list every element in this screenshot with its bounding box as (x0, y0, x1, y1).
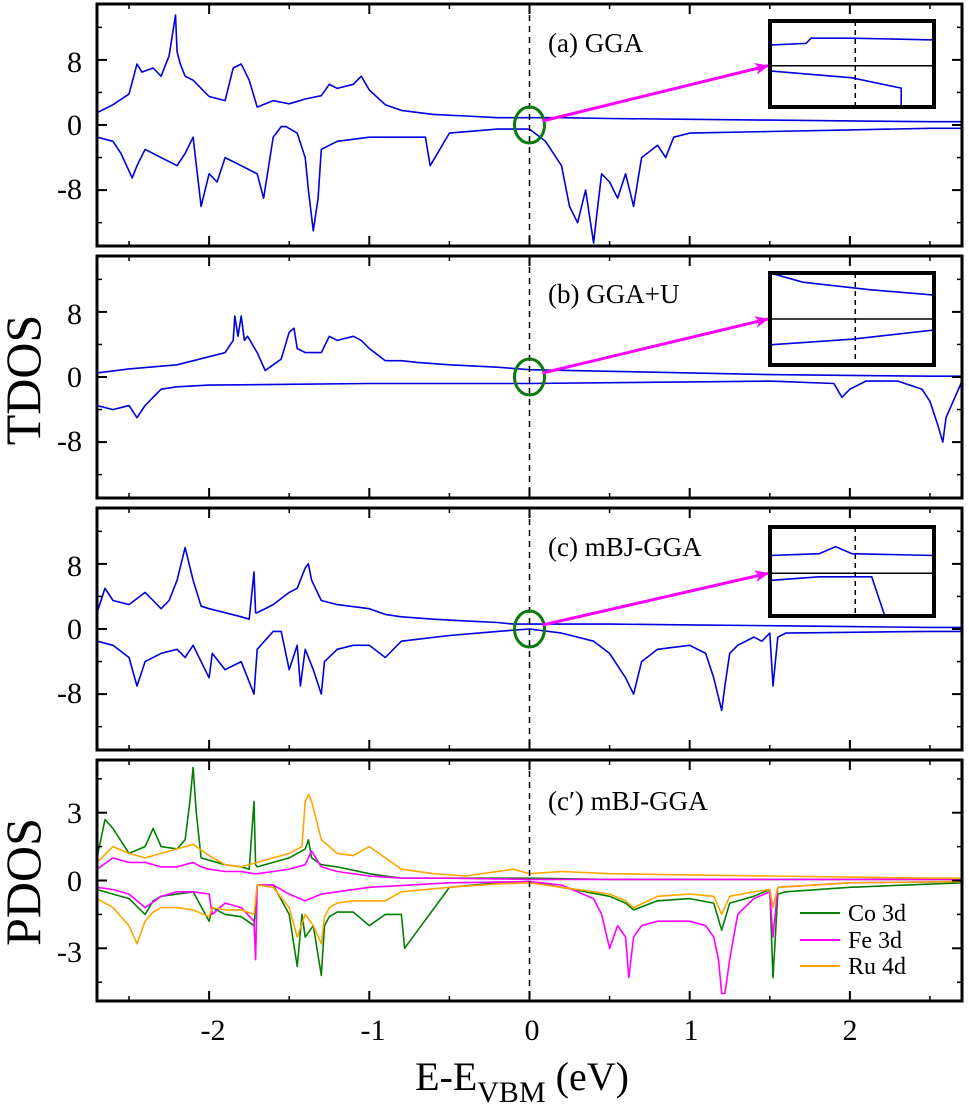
panel-0-inset-curve-1 (769, 70, 903, 107)
panel-2-inset-curve-0 (769, 545, 935, 557)
panel-1-zoom-arrow (542, 316, 769, 375)
pdos-legend: Co 3d Fe 3d Ru 4d (800, 901, 906, 980)
xtick-0: 0 (525, 1014, 540, 1047)
tdos-ylabel: TDOS (0, 315, 51, 446)
xtick-2: 2 (843, 1014, 858, 1047)
panel-a-ytick-8: 8 (67, 46, 82, 79)
panel-1-series-1 (97, 380, 962, 443)
x-axis-label-sub: VBM (477, 1076, 545, 1109)
panel-c-ytick-0: 0 (67, 613, 82, 646)
panel-c-yticks: 8 0 -8 (57, 550, 82, 710)
panel-0-fermi-circle (513, 105, 546, 145)
panel-1-marks (95, 254, 964, 500)
panel-d-yticks: 3 0 -3 (57, 797, 82, 969)
panel-0-marks (95, 2, 964, 248)
panel-3-marks (95, 758, 964, 1003)
legend-label-fe3d: Fe 3d (848, 928, 902, 954)
panel-d-annotation: (c′) mBJ-GGA (548, 786, 708, 816)
panel-a-ytick-0: 0 (67, 109, 82, 142)
pdos-ylabel: PDOS (0, 818, 51, 946)
panel-2-inset-frame (768, 525, 936, 618)
panel-2-inset-bg (770, 527, 934, 616)
panel-2-marks (95, 506, 964, 752)
panel-2-series-1 (97, 628, 962, 712)
panel-a-yticks: 8 0 -8 (57, 46, 82, 206)
panel-d-ytick-0: 0 (67, 865, 82, 898)
panel-3-series-group (97, 766, 962, 995)
panel-0-series-group (97, 14, 962, 244)
xtick-minus2: -2 (201, 1014, 226, 1047)
panel-a-ytick-minus8: -8 (57, 173, 82, 206)
panel-c-prime-pdos: (c′) mBJ-GGA 3 0 -3 Co 3d Fe 3d Ru 4d (57, 786, 906, 980)
legend-label-ru4d: Ru 4d (848, 954, 906, 980)
panel-3-series-5 (97, 880, 962, 945)
panel-a-annotation: (a) GGA (548, 28, 644, 58)
panel-0-series-0 (97, 14, 962, 123)
panel-b-ytick-minus8: -8 (57, 425, 82, 458)
x-tick-labels: -2 -1 0 1 2 (201, 1014, 858, 1047)
panel-2-inset (768, 525, 936, 618)
x-axis-label-tail: (eV) (546, 1054, 629, 1099)
panel-2-inset-curve-1 (769, 575, 886, 617)
x-axis-label-main: E-E (415, 1054, 477, 1099)
panel-1-inset-curve-1 (769, 329, 935, 346)
panel-b-gga-u: (b) GGA+U 8 0 -8 (57, 279, 679, 458)
panel-b-yticks: 8 0 -8 (57, 298, 82, 458)
panel-0-frame (95, 2, 964, 248)
panel-c-mbj: (c) mBJ-GGA 8 0 -8 (57, 532, 702, 710)
plot-marks (95, 2, 964, 1003)
panel-3-series-2 (97, 793, 962, 880)
panel-3-series-4 (97, 880, 962, 995)
panel-b-ytick-8: 8 (67, 298, 82, 331)
panel-3-series-1 (97, 850, 962, 881)
panel-c-annotation: (c) mBJ-GGA (548, 532, 702, 562)
panel-0-inset-curve-0 (769, 37, 935, 46)
panel-d-ytick-minus3: -3 (57, 936, 82, 969)
panel-0-series-1 (97, 125, 962, 244)
panel-a-gga: (a) GGA 8 0 -8 (57, 28, 644, 206)
panel-b-ytick-0: 0 (67, 361, 82, 394)
xtick-minus1: -1 (361, 1014, 386, 1047)
panel-2-series-group (97, 546, 962, 712)
panel-1-inset-curve-0 (769, 272, 935, 296)
panel-2-fermi-circle (513, 609, 546, 649)
panel-2-frame (95, 506, 964, 752)
panel-0-zoom-arrow (542, 62, 769, 123)
panel-1-inset-frame (768, 271, 936, 367)
panel-1-fermi-circle (513, 357, 546, 397)
panel-1-inset (768, 271, 936, 367)
panel-d-ytick-3: 3 (67, 797, 82, 830)
panel-c-ytick-minus8: -8 (57, 677, 82, 710)
panel-b-annotation: (b) GGA+U (548, 279, 679, 309)
panel-0-inset (768, 19, 936, 109)
panel-0-inset-bg (770, 21, 934, 107)
panel-0-inset-frame (768, 19, 936, 109)
panel-2-series-0 (97, 546, 962, 629)
legend-label-co3d: Co 3d (848, 901, 906, 927)
xtick-1: 1 (684, 1014, 699, 1047)
x-axis-label: E-EVBM (eV) (415, 1054, 629, 1109)
panel-3-frame (95, 758, 964, 1003)
panel-c-ytick-8: 8 (67, 550, 82, 583)
panel-2-zoom-arrow (542, 570, 769, 627)
panel-1-frame (95, 254, 964, 500)
